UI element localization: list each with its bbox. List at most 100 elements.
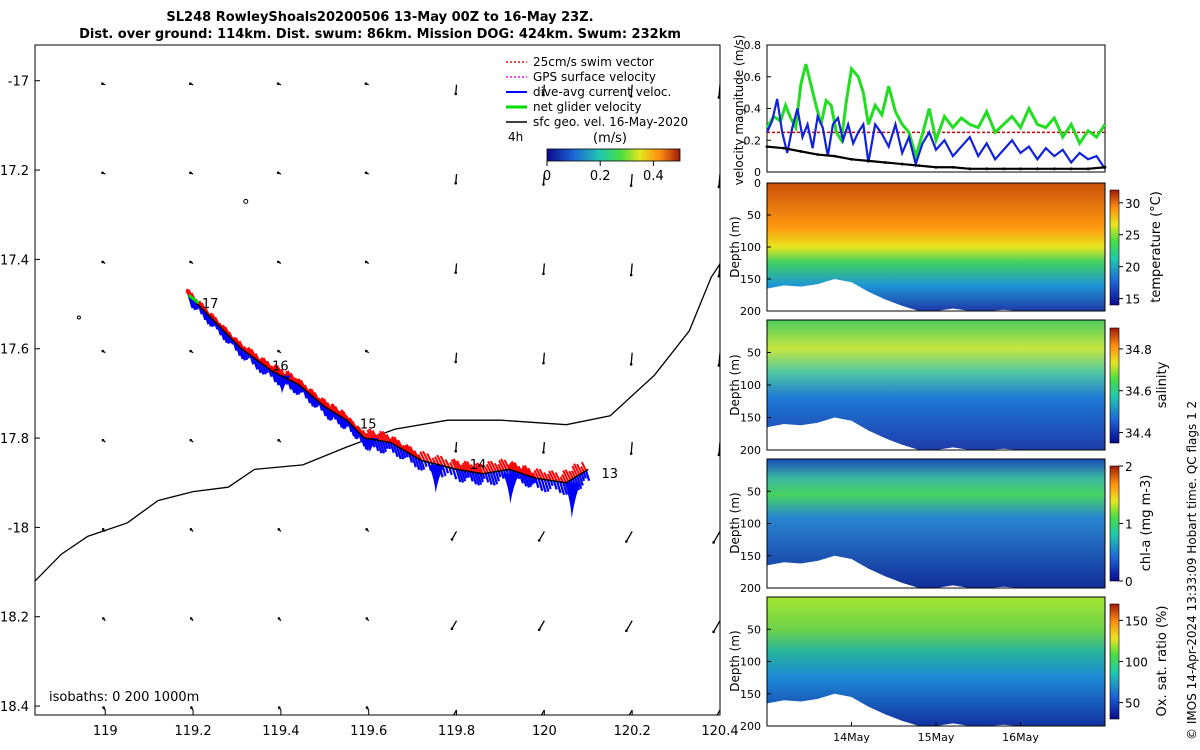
colorbar-unit-label: (m/s) bbox=[593, 131, 627, 146]
geo-velocity-arrowhead bbox=[629, 452, 633, 455]
geo-velocity-arrowhead bbox=[717, 96, 720, 99]
geo-velocity-arrowhead bbox=[189, 171, 192, 175]
sal-y-tick-label: 50 bbox=[747, 347, 761, 360]
geo-velocity-arrowhead bbox=[189, 349, 192, 353]
temp-y-tick-label: 200 bbox=[740, 305, 761, 318]
salinity-panel: 50 100 150 200 Depth (m) 34.8 34.6 34.4 salin… bbox=[728, 319, 1170, 457]
velocity-y-label: velocity magnitude (m/s) bbox=[732, 35, 746, 186]
oxy-y-tick-label: 150 bbox=[740, 688, 761, 701]
track-day-labels: 17 16 15 14 13 bbox=[202, 297, 618, 482]
geo-velocity-arrow bbox=[630, 352, 633, 365]
velocity-series-net bbox=[765, 63, 1107, 162]
geo-velocity-arrowhead bbox=[276, 171, 280, 175]
velocity-point-sfc bbox=[968, 167, 972, 171]
geo-velocity-arrowhead bbox=[277, 527, 281, 531]
map-y-tick-label: -18 bbox=[8, 521, 29, 536]
colorbar-tick-label: 0.2 bbox=[590, 169, 611, 184]
chlorophyll-y-label: Depth (m) bbox=[728, 492, 742, 553]
temperature-unsampled-mask bbox=[767, 279, 1105, 311]
velocity-point-sfc bbox=[1103, 165, 1107, 169]
geo-velocity-arrowhead bbox=[189, 260, 192, 264]
velocity-y-tick-label: 0.2 bbox=[744, 134, 762, 147]
sal-colorbar-tick-label: 34.6 bbox=[1125, 385, 1152, 399]
geo-velocity-arrowhead bbox=[537, 539, 541, 542]
colorbar-tick-label: 0.4 bbox=[643, 169, 664, 184]
temperature-panel: 0 50 100 150 200 Depth (m) 30 25 20 15 temperat… bbox=[728, 177, 1164, 318]
chlorophyll-colorbar-label: chl-a (mg m-3) bbox=[1139, 475, 1154, 572]
geo-velocity-arrowhead bbox=[189, 617, 193, 620]
geo-velocity-arrow bbox=[542, 84, 546, 96]
geo-velocity-arrowhead bbox=[538, 718, 541, 721]
chl-colorbar-tick-label: 1 bbox=[1125, 518, 1133, 532]
geo-velocity-arrowhead bbox=[537, 628, 541, 632]
velocity-point-sfc bbox=[799, 149, 803, 153]
velocity-point-sfc bbox=[917, 164, 921, 168]
temp-colorbar-tick-label: 30 bbox=[1125, 197, 1140, 211]
salinity-colorbar bbox=[1109, 327, 1120, 444]
legend-item-sfc-geo: sfc geo. vel. 16-May-2020 bbox=[506, 115, 688, 129]
salinity-y-ticks: 50 100 150 200 bbox=[740, 347, 771, 457]
velocity-y-tick-label: 0.6 bbox=[744, 71, 762, 84]
geostrophic-arrow-field bbox=[101, 82, 720, 723]
geo-velocity-arrowhead bbox=[542, 183, 545, 186]
sal-y-tick-label: 200 bbox=[740, 444, 761, 457]
oxygen-unsampled-mask bbox=[767, 693, 1105, 726]
geo-velocity-arrow bbox=[455, 442, 458, 452]
geo-velocity-arrowhead bbox=[625, 540, 628, 543]
map-x-tick-label: 120.2 bbox=[614, 724, 651, 739]
oxy-colorbar-tick-label: 100 bbox=[1125, 656, 1148, 670]
geo-velocity-arrowhead bbox=[364, 171, 368, 175]
geo-velocity-arrowhead bbox=[629, 362, 633, 366]
oxygen-x-ticks: 14May 15May 16May bbox=[833, 722, 1039, 744]
map-x-tick-label: 120 bbox=[532, 724, 557, 739]
isobath-line bbox=[35, 263, 720, 582]
reef-contour bbox=[243, 198, 249, 204]
legend-label: dive-avg current veloc. bbox=[533, 85, 671, 99]
geo-velocity-arrowhead bbox=[542, 451, 545, 454]
geo-velocity-arrow bbox=[718, 84, 720, 98]
temperature-colorbar bbox=[1109, 189, 1120, 306]
oxy-colorbar-tick-label: 50 bbox=[1125, 697, 1140, 711]
legend-item-dive-avg-current: dive-avg current veloc. bbox=[506, 85, 671, 99]
geo-velocity-arrowhead bbox=[276, 82, 280, 86]
geo-velocity-arrowhead bbox=[712, 720, 715, 723]
velocity-point-sfc bbox=[867, 159, 870, 163]
geo-velocity-arrowhead bbox=[189, 438, 193, 442]
geo-velocity-arrow bbox=[455, 352, 458, 362]
geo-velocity-arrow bbox=[718, 263, 720, 277]
map-y-tick-label: 18.4 bbox=[0, 700, 29, 715]
velocity-point-sfc bbox=[833, 154, 836, 158]
geo-velocity-arrowhead bbox=[454, 449, 458, 453]
velocity-y-tick-label: 0 bbox=[754, 166, 761, 179]
geo-velocity-arrow bbox=[630, 263, 633, 276]
geo-velocity-arrowhead bbox=[625, 719, 628, 722]
velocity-point-sfc bbox=[1036, 167, 1039, 171]
isobath-label: isobaths: 0 200 1000m bbox=[49, 690, 199, 705]
speed-colorbar-ticks: 0 0.2 0.4 bbox=[543, 161, 664, 184]
geo-velocity-arrowhead bbox=[454, 181, 458, 185]
geo-velocity-arrowhead bbox=[629, 184, 633, 187]
temperature-y-label: Depth (m) bbox=[728, 216, 742, 277]
geo-velocity-arrowhead bbox=[101, 438, 105, 442]
geo-velocity-arrowhead bbox=[717, 185, 720, 189]
temp-colorbar-tick-label: 25 bbox=[1125, 229, 1140, 243]
chl-y-tick-label: 50 bbox=[747, 485, 761, 498]
geo-velocity-arrow bbox=[542, 174, 546, 185]
glider-track-group bbox=[185, 288, 591, 519]
geo-velocity-arrowhead bbox=[365, 706, 369, 709]
geo-velocity-arrow bbox=[451, 531, 458, 540]
map-y-tick-label: 17.4 bbox=[0, 253, 29, 268]
legend-label: GPS surface velocity bbox=[533, 70, 656, 84]
legend-label: sfc geo. vel. 16-May-2020 bbox=[533, 115, 688, 129]
figure-title-line1: SL248 RowleyShoals20200506 13-May 00Z to… bbox=[166, 10, 594, 25]
geo-velocity-arrow bbox=[718, 442, 720, 455]
chl-y-tick-label: 200 bbox=[740, 582, 761, 595]
chlorophyll-colorbar-ticks: 2 1 0 bbox=[1119, 460, 1133, 589]
geo-velocity-arrowhead bbox=[102, 706, 105, 709]
colorbar-tick-label: 0 bbox=[543, 169, 551, 184]
chl-y-tick-label: 150 bbox=[740, 550, 761, 563]
temperature-colorbar-ticks: 30 25 20 15 bbox=[1119, 197, 1140, 307]
geo-velocity-arrow bbox=[542, 442, 546, 453]
velocity-lines bbox=[765, 63, 1107, 171]
